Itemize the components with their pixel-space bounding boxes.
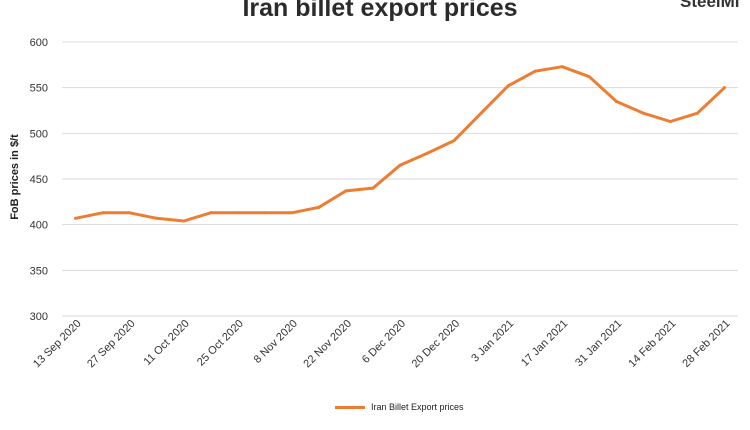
y-tick-label: 450 <box>30 174 48 186</box>
x-tick-label: 28 Feb 2021 <box>680 318 732 370</box>
data-point <box>695 111 699 115</box>
data-point <box>722 86 726 90</box>
data-point <box>317 205 321 209</box>
data-point <box>236 211 240 215</box>
data-point <box>425 151 429 155</box>
y-tick-label: 550 <box>30 83 48 95</box>
data-point <box>614 99 618 103</box>
data-point <box>74 216 78 220</box>
series-line <box>74 65 726 223</box>
data-point <box>506 84 510 88</box>
data-point <box>101 211 105 215</box>
data-point <box>587 75 591 79</box>
data-point <box>452 139 456 143</box>
data-point <box>641 111 645 115</box>
data-point <box>344 189 348 193</box>
y-tick-label: 600 <box>30 37 48 49</box>
data-point <box>398 163 402 167</box>
legend-label: Iran Billet Export prices <box>371 402 464 412</box>
x-tick-label: 20 Dec 2020 <box>410 318 463 371</box>
x-tick-label: 25 Oct 2020 <box>195 318 246 369</box>
y-tick-label: 400 <box>30 220 48 232</box>
y-tick-label: 500 <box>30 128 48 140</box>
y-tick-label: 300 <box>30 311 48 323</box>
x-tick-label: 17 Jan 2021 <box>519 318 570 369</box>
data-point <box>155 216 159 220</box>
legend: Iran Billet Export prices <box>335 402 464 412</box>
data-point <box>479 111 483 115</box>
data-point <box>263 211 267 215</box>
y-tick-label: 350 <box>30 265 48 277</box>
chart-title: Iran billet export prices <box>242 0 518 22</box>
brand-watermark: SteelMi <box>680 0 740 11</box>
x-tick-label: 22 Nov 2020 <box>301 318 354 371</box>
x-tick-label: 13 Sep 2020 <box>31 318 84 371</box>
data-point <box>668 119 672 123</box>
x-tick-label: 8 Nov 2020 <box>252 318 300 366</box>
data-point <box>560 65 564 69</box>
x-tick-label: 6 Dec 2020 <box>360 318 408 366</box>
data-point <box>371 186 375 190</box>
x-tick-label: 14 Feb 2021 <box>626 318 678 370</box>
data-point <box>533 69 537 73</box>
data-point <box>182 219 186 223</box>
x-tick-label: 11 Oct 2020 <box>142 318 192 368</box>
data-point <box>128 211 132 215</box>
x-tick-label: 31 Jan 2021 <box>573 318 624 369</box>
x-tick-label: 27 Sep 2020 <box>85 318 138 371</box>
data-point <box>209 211 213 215</box>
x-tick-label: 3 Jan 2021 <box>469 318 516 365</box>
legend-swatch <box>335 405 365 409</box>
data-point <box>290 211 294 215</box>
